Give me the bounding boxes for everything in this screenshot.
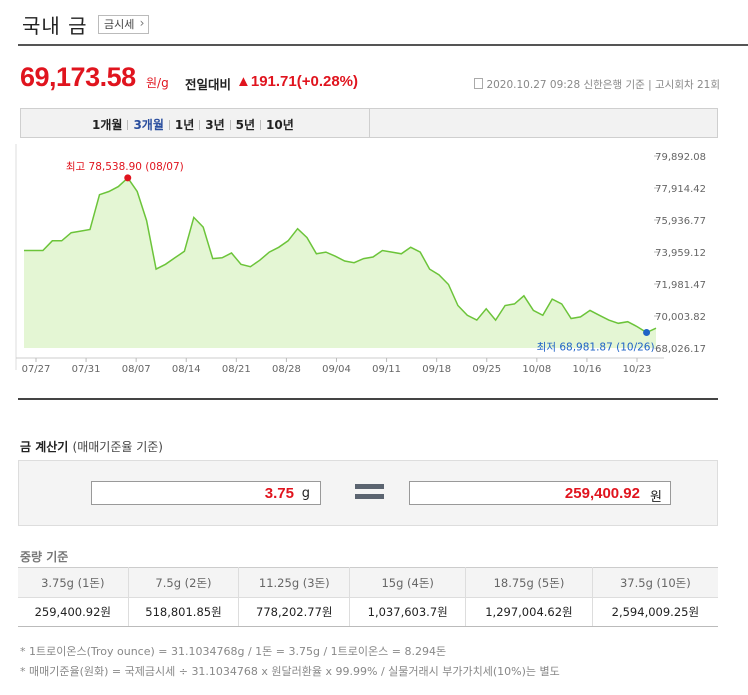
low-marker (643, 329, 651, 337)
page-header: 국내 금 금시세 (18, 0, 748, 46)
x-tick-label: 07/27 (22, 364, 51, 375)
won-result-value[interactable]: 259,400.92 (564, 485, 640, 502)
calculator-title: 금 계산기 (매매기준율 기준) (20, 438, 163, 455)
x-tick-label: 09/18 (422, 364, 451, 375)
document-icon (474, 78, 484, 89)
weight-value-cell: 1,037,603.7원 (349, 597, 466, 627)
period-tab[interactable]: 3개월 (133, 118, 164, 132)
period-tab[interactable]: 3년 (205, 118, 225, 132)
weight-header-cell: 18.75g (5돈) (465, 567, 593, 598)
tab-separator (229, 120, 231, 130)
y-tick-label: 73,959.12 (655, 248, 706, 259)
x-tick-label: 10/16 (573, 364, 602, 375)
period-tab[interactable]: 1년 (174, 118, 195, 132)
price-unit: 원/g (146, 76, 169, 90)
price-info: 2020.10.27 09:28 신한은행 기준 | 고시회차 21회 (474, 77, 720, 92)
x-tick-label: 07/31 (72, 364, 101, 375)
gram-input-value[interactable]: 3.75 (264, 485, 294, 502)
gold-price-badge-link[interactable]: 금시세 (98, 15, 150, 34)
tab-separator (260, 120, 262, 130)
x-tick-label: 08/07 (122, 364, 151, 375)
footnote-troy-ounce: * 1트로이온스(Troy ounce) = 31.1034768g / 1돈 … (20, 645, 447, 658)
weight-value-cell: 1,297,004.62원 (465, 597, 593, 627)
weight-header-cell: 7.5g (2돈) (127, 567, 239, 598)
weight-header-cell: 15g (4돈) (349, 567, 466, 598)
x-tick-label: 08/21 (222, 364, 251, 375)
x-tick-label: 10/08 (522, 364, 551, 375)
weight-value-cell: 778,202.77원 (238, 597, 350, 627)
price-area (24, 177, 656, 348)
footnote-base-rate: * 매매기준율(원화) = 국제금시세 ÷ 31.1034768 x 원달러환율… (20, 665, 560, 678)
high-label: 최고 78,538.90 (08/07) (66, 161, 184, 173)
weight-value-cell: 259,400.92원 (18, 597, 129, 627)
weight-value-cell: 518,801.85원 (127, 597, 239, 627)
high-marker (124, 174, 132, 182)
won-result-unit: 원 (650, 490, 662, 505)
period-tab[interactable]: 1개월 (92, 118, 123, 132)
x-tick-label: 10/23 (623, 364, 652, 375)
period-tab[interactable]: 5년 (235, 118, 256, 132)
calculator-title-text: 금 계산기 (20, 440, 69, 454)
gram-input-unit: g (301, 486, 310, 501)
price-chart: 79,892.08 77,914.42 75,936.77 73,959.12 71,9… (15, 144, 706, 375)
equals-icon (355, 484, 384, 504)
current-price: 69,173.58 (20, 62, 136, 92)
y-tick-label: 71,981.47 (655, 280, 706, 291)
weight-header-cell: 11.25g (3돈) (238, 567, 350, 598)
y-tick-label: 70,003.82 (655, 312, 706, 323)
y-tick-label: 79,892.08 (655, 152, 706, 163)
x-tick-label: 09/25 (472, 364, 501, 375)
y-tick-label: 68,026.17 (655, 344, 706, 355)
y-tick-label: 75,936.77 (655, 216, 706, 227)
x-tick-label: 09/11 (372, 364, 401, 375)
weight-table: 3.75g (1돈) 7.5g (2돈) 11.25g (3돈) 15g (4돈) 18… (18, 567, 718, 627)
weight-table-title: 중량 기준 (20, 550, 69, 564)
tab-separator (168, 120, 170, 130)
low-label: 최저 68,981.87 (10/26) (537, 342, 655, 354)
tab-divider (369, 108, 370, 138)
tab-separator (127, 120, 129, 130)
calculator-subtitle: (매매기준율 기준) (72, 440, 163, 454)
change-label: 전일대비 (185, 77, 232, 92)
gram-input[interactable]: 3.75 g (91, 481, 321, 505)
x-tick-label: 08/14 (172, 364, 201, 375)
change-value: ▲191.71(+0.28%) (236, 73, 359, 90)
y-tick-label: 77,914.42 (655, 184, 706, 195)
weight-value-cell: 2,594,009.25원 (591, 597, 718, 627)
x-tick-label: 09/04 (322, 364, 351, 375)
period-tab[interactable]: 10년 (266, 118, 294, 132)
tab-separator (199, 120, 201, 130)
won-result-field[interactable]: 259,400.92 원 (409, 481, 671, 505)
period-tabs: 1개월 3개월 1년 3년 5년 10년 (20, 108, 718, 138)
weight-table-row: 259,400.92원 518,801.85원 778,202.77원 1,037,6… (18, 597, 718, 627)
section-divider (18, 398, 718, 400)
weight-header-cell: 3.75g (1돈) (18, 567, 129, 598)
page-title: 국내 금 (22, 14, 88, 38)
price-summary: 69,173.58 원/g 전일대비 ▲191.71(+0.28%) 2020.… (20, 62, 720, 96)
footnotes: * 1트로이온스(Troy ounce) = 31.1034768g / 1돈 … (20, 642, 560, 682)
period-tab-list: 1개월 3개월 1년 3년 5년 10년 (87, 116, 299, 133)
weight-table-header-row: 3.75g (1돈) 7.5g (2돈) 11.25g (3돈) 15g (4돈) 18… (18, 567, 718, 598)
calculator-box: 3.75 g 259,400.92 원 (18, 460, 718, 526)
price-info-text: 2020.10.27 09:28 신한은행 기준 | 고시회차 21회 (486, 79, 720, 91)
weight-header-cell: 37.5g (10돈) (591, 567, 718, 598)
x-tick-label: 08/28 (272, 364, 301, 375)
